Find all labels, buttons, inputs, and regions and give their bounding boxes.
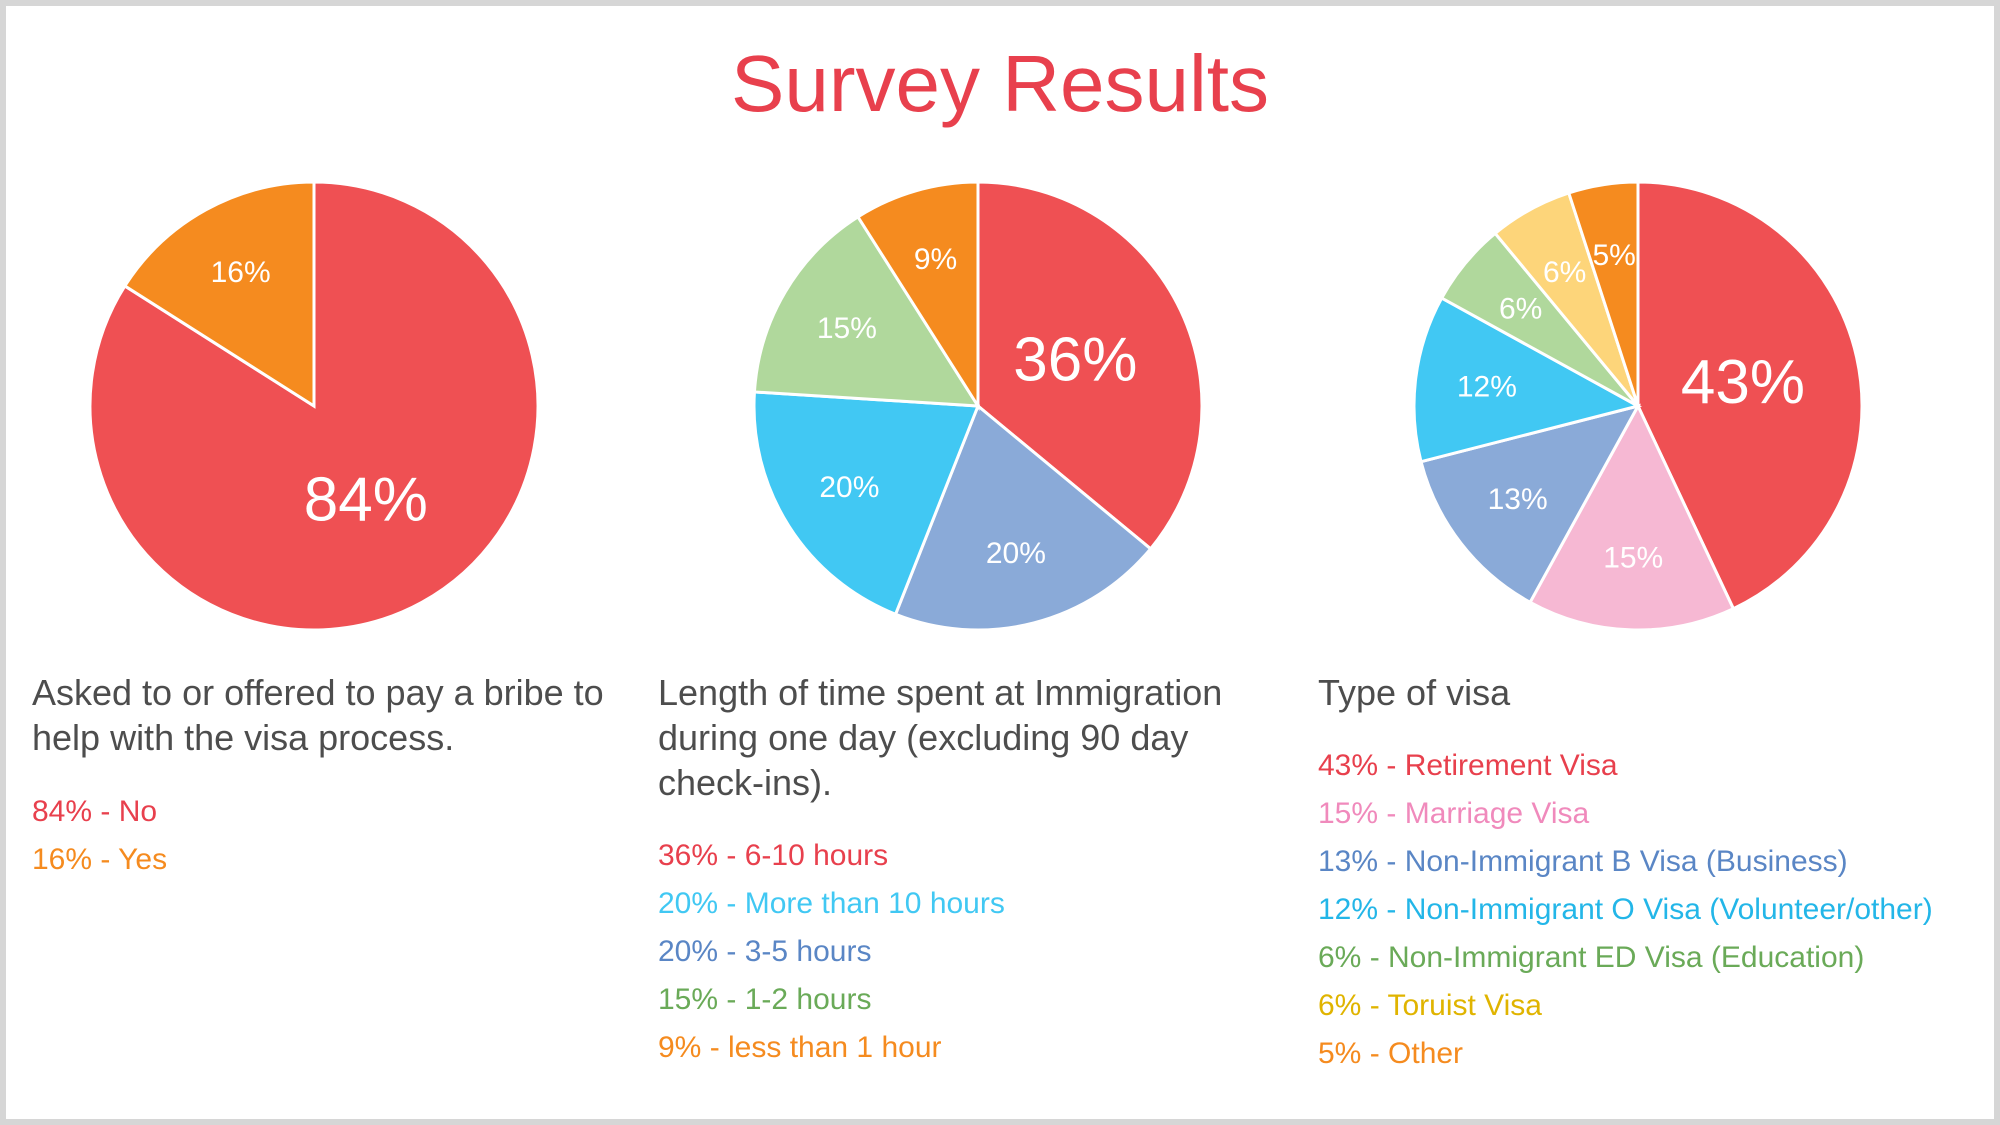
bribe-slice-label-1: 16%: [211, 256, 271, 289]
visa-type-slice-label-1: 15%: [1603, 542, 1663, 575]
immigration-time-legend-item: 36% - 6-10 hours: [658, 839, 889, 872]
visa-type-slice-label-6: 5%: [1592, 239, 1635, 272]
immigration-time-chart-caption: Length of time spent at Immigration duri…: [658, 672, 1223, 803]
visa-type-legend-item: 5% - Other: [1318, 1037, 1464, 1070]
bribe-legend-item: 16% - Yes: [32, 843, 168, 876]
visa-type-slice-3: [1412, 296, 1643, 464]
bribe-slice-label-0: 84%: [304, 466, 428, 535]
bribe-slice-1: [122, 180, 316, 409]
bribe-pie-chart: 84% 16%: [88, 180, 540, 632]
immigration-time-slice-label-2: 20%: [819, 471, 879, 504]
visa-type-chart-caption: Type of visa: [1318, 672, 1511, 713]
visa-type-legend-item: 15% - Marriage Visa: [1318, 797, 1590, 830]
bribe-chart-caption: Asked to or offered to pay a bribe to he…: [32, 672, 604, 758]
immigration-time-legend-item: 15% - 1-2 hours: [658, 983, 872, 1016]
bribe-chart-legend: 84% - No 16% - Yes: [32, 788, 167, 884]
visa-type-slice-0: [1636, 180, 1864, 611]
visa-type-slice-2: [1419, 403, 1641, 605]
visa-type-legend-item: 43% - Retirement Visa: [1318, 749, 1618, 782]
visa-type-legend-item: 6% - Non-Immigrant ED Visa (Education): [1318, 941, 1865, 974]
immigration-time-legend-item: 9% - less than 1 hour: [658, 1031, 942, 1064]
immigration-time-slice-label-1: 20%: [986, 537, 1046, 570]
bribe-legend-item: 84% - No: [32, 795, 158, 828]
visa-type-legend-item: 12% - Non-Immigrant O Visa (Volunteer/ot…: [1318, 893, 1933, 926]
immigration-time-pie-chart: 36% 20% 20% 15% 9%: [752, 180, 1204, 632]
visa-type-slice-6: [1566, 180, 1640, 407]
page-title: Survey Results: [731, 39, 1269, 128]
immigration-time-slice-label-4: 9%: [914, 243, 957, 276]
visa-type-slice-label-0: 43%: [1681, 348, 1805, 417]
visa-type-chart-legend: 43% - Retirement Visa 15% - Marriage Visa…: [1318, 742, 1933, 1078]
visa-type-slice-label-3: 12%: [1457, 370, 1517, 403]
immigration-time-legend-item: 20% - 3-5 hours: [658, 935, 872, 968]
immigration-time-slice-4: [855, 180, 980, 412]
immigration-time-legend-item: 20% - More than 10 hours: [658, 887, 1005, 920]
bribe-slice-0: [88, 180, 540, 632]
immigration-time-slice-3: [752, 214, 981, 408]
immigration-time-chart-legend: 36% - 6-10 hours 20% - More than 10 hours…: [658, 832, 1005, 1072]
visa-type-slice-1: [1528, 402, 1736, 632]
visa-type-legend-item: 13% - Non-Immigrant B Visa (Business): [1318, 845, 1848, 878]
visa-type-pie-chart: 43%15%13%12%6%6%5%: [1412, 180, 1864, 632]
visa-type-legend-item: 6% - Toruist Visa: [1318, 989, 1542, 1022]
immigration-time-slice-1: [893, 403, 1153, 632]
visa-type-slice-label-5: 6%: [1543, 256, 1586, 289]
immigration-time-slice-label-3: 15%: [817, 312, 877, 345]
immigration-time-slice-label-0: 36%: [1013, 326, 1137, 395]
immigration-time-slice-0: [976, 180, 1204, 551]
visa-type-slice-label-2: 13%: [1488, 483, 1548, 516]
visa-type-slice-label-4: 6%: [1499, 292, 1542, 325]
immigration-time-slice-2: [752, 390, 981, 617]
